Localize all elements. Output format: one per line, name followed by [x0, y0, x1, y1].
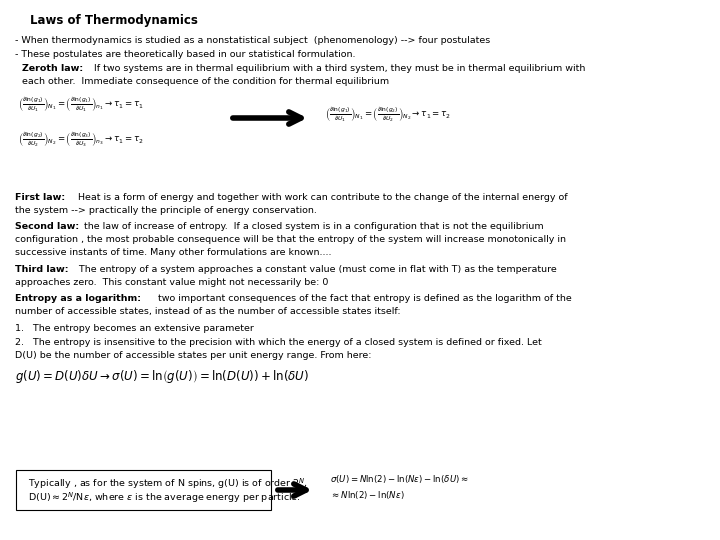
Text: - These postulates are theoretically based in our statistical formulation.: - These postulates are theoretically bas…	[15, 50, 356, 59]
Text: - When thermodynamics is studied as a nonstatistical subject  (phenomenology) --: - When thermodynamics is studied as a no…	[15, 36, 490, 45]
Text: $\left(\frac{\partial \ln(g_1)}{\partial U_1}\right)_{N_1}$$=\left(\frac{\partia: $\left(\frac{\partial \ln(g_1)}{\partial…	[18, 95, 143, 114]
Text: each other.  Immediate consequence of the condition for thermal equilibrium: each other. Immediate consequence of the…	[22, 77, 389, 86]
Text: $\sigma(U) = N\ln(2) - \ln(N\varepsilon) - \ln(\delta U) \approx$: $\sigma(U) = N\ln(2) - \ln(N\varepsilon)…	[330, 473, 469, 485]
Text: 1.   The entropy becomes an extensive parameter: 1. The entropy becomes an extensive para…	[15, 324, 254, 333]
Text: $g(U) = D(U)\delta U \rightarrow \sigma(U) = \ln\!\left(g(U)\right)= \ln\!\left(: $g(U) = D(U)\delta U \rightarrow \sigma(…	[15, 368, 309, 385]
Text: 2.   The entropy is insensitive to the precision with which the energy of a clos: 2. The entropy is insensitive to the pre…	[15, 338, 541, 347]
Text: $\left(\frac{\partial \ln(g_2)}{\partial U_2}\right)_{N_2}$$=\left(\frac{\partia: $\left(\frac{\partial \ln(g_2)}{\partial…	[18, 130, 143, 149]
Text: Third law:: Third law:	[15, 265, 68, 274]
Text: Second law:: Second law:	[15, 222, 79, 231]
Text: D(U)$\approx 2^N$/N$\varepsilon$, where $\varepsilon$ is the average energy per : D(U)$\approx 2^N$/N$\varepsilon$, where …	[22, 490, 301, 504]
Bar	[16, 470, 271, 510]
Text: configuration , the most probable consequence will be that the entropy of the sy: configuration , the most probable conseq…	[15, 235, 566, 244]
Text: the law of increase of entropy.  If a closed system is in a configuration that i: the law of increase of entropy. If a clo…	[81, 222, 544, 231]
Text: number of accessible states, instead of as the number of accessible states itsel: number of accessible states, instead of …	[15, 307, 400, 316]
Text: approaches zero.  This constant value might not necessarily be: 0: approaches zero. This constant value mig…	[15, 278, 328, 287]
Text: First law:: First law:	[15, 193, 65, 202]
Text: $\approx N\ln(2) - \ln(N\varepsilon)$: $\approx N\ln(2) - \ln(N\varepsilon)$	[330, 489, 405, 501]
Text: The entropy of a system approaches a constant value (must come in flat with T) a: The entropy of a system approaches a con…	[73, 265, 557, 274]
Text: Entropy as a logarithm:: Entropy as a logarithm:	[15, 294, 141, 303]
Text: Typically , as for the system of N spins, g(U) is of order $2^N$,: Typically , as for the system of N spins…	[22, 476, 308, 491]
Text: Laws of Thermodynamics: Laws of Thermodynamics	[30, 14, 198, 27]
Text: Zeroth law:: Zeroth law:	[22, 64, 83, 73]
Text: two important consequences of the fact that entropy is defined as the logarithm : two important consequences of the fact t…	[152, 294, 572, 303]
Text: D(U) be the number of accessible states per unit energy range. From here:: D(U) be the number of accessible states …	[15, 351, 372, 360]
Text: the system --> practically the principle of energy conservation.: the system --> practically the principle…	[15, 206, 317, 215]
Text: successive instants of time. Many other formulations are known....: successive instants of time. Many other …	[15, 248, 331, 257]
Text: If two systems are in thermal equilibrium with a third system, they must be in t: If two systems are in thermal equilibriu…	[88, 64, 585, 73]
Text: Heat is a form of energy and together with work can contribute to the change of : Heat is a form of energy and together wi…	[72, 193, 567, 202]
Text: $\left(\frac{\partial \ln(g_1)}{\partial U_1}\right)_{N_1}$$=\left(\frac{\partia: $\left(\frac{\partial \ln(g_1)}{\partial…	[325, 105, 451, 124]
